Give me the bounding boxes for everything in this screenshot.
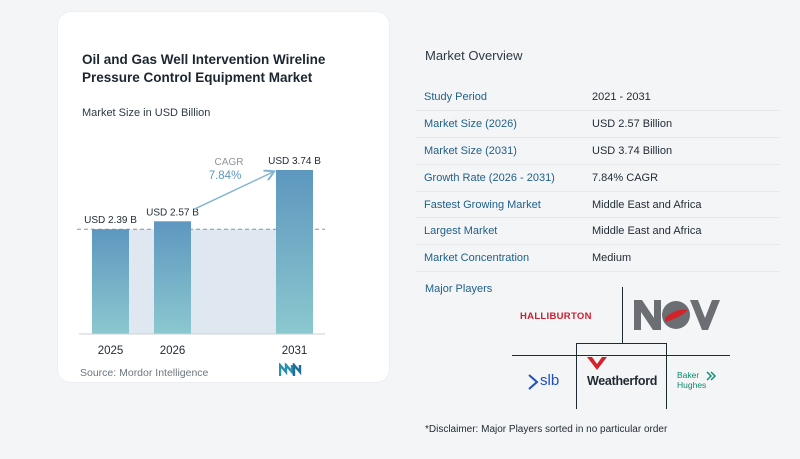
halliburton-logo: HALLIBURTON [520,311,592,322]
overview-value: Middle East and Africa [586,191,780,219]
disclaimer-text: *Disclaimer: Major Players sorted in no … [425,424,668,435]
chart-title: Oil and Gas Well Intervention Wireline P… [82,52,326,85]
slb-logo: slb [527,372,573,392]
overview-row: Growth Rate (2026 - 2031) 7.84% CAGR [416,164,780,192]
slb-text: slb [540,372,560,389]
overview-key: Study Period [416,84,586,112]
bar [154,221,191,334]
hughes-text: Hughes [677,380,707,390]
overview-value: USD 2.57 Billion [586,110,780,139]
overview-table: Study Period 2021 - 2031 Market Size (202… [416,84,780,273]
overview-value: Medium [586,244,780,273]
overview-key: Growth Rate (2026 - 2031) [416,164,586,192]
reference-band [129,229,276,334]
nov-logo-icon [634,300,720,330]
cagr-arrow [193,172,273,210]
overview-value: USD 3.74 Billion [586,137,780,165]
bar-chart: USD 2.39 B 2025 USD 2.57 B 2026 USD 3.74 B 20… [77,156,325,357]
overview-title: Market Overview [425,48,523,63]
overview-key: Market Size (2026) [416,110,586,139]
source-text: Source: Mordor Intelligence [80,367,209,379]
x-tick-label: 2031 [282,345,308,357]
weatherford-mark-icon [587,357,607,370]
overview-row: Fastest Growing Market Middle East and Af… [416,191,780,219]
overview-key: Market Concentration [416,244,586,273]
bar [92,229,129,334]
bar-data-label: USD 2.39 B [84,215,137,226]
grid-divider [666,343,667,409]
overview-row: Market Concentration Medium [416,244,780,273]
x-tick-label: 2025 [98,345,124,357]
x-tick-label: 2026 [160,345,186,357]
overview-value: 2021 - 2031 [586,84,780,112]
overview-value: Middle East and Africa [586,217,780,246]
weatherford-logo: Weatherford [584,352,662,394]
weatherford-text: Weatherford [587,374,658,388]
cagr-value: 7.84% [209,170,242,182]
overview-row: Study Period 2021 - 2031 [416,84,780,112]
bar-data-label: USD 2.57 B [146,207,199,218]
bar-data-label: USD 3.74 B [268,156,321,167]
grid-divider [576,343,577,409]
cagr-label: CAGR [215,157,244,168]
overview-row: Market Size (2031) USD 3.74 Billion [416,137,780,165]
major-players-label: Major Players [425,283,493,295]
grid-divider [622,287,623,343]
grid-divider [512,355,730,356]
overview-key: Market Size (2031) [416,137,586,165]
grid-divider [576,343,667,344]
bar [276,170,313,334]
nov-logo [632,296,722,334]
mordor-logo-icon [279,363,302,376]
overview-key: Fastest Growing Market [416,191,586,219]
overview-row: Largest Market Middle East and Africa [416,217,780,246]
slb-mark-icon [528,374,539,390]
overview-key: Largest Market [416,217,586,246]
baker-hughes-mark-icon [706,371,716,381]
baker-text: Baker [677,370,700,380]
baker-hughes-logo: Baker Hughes [677,370,727,398]
chart-subtitle: Market Size in USD Billion [82,107,211,119]
overview-row: Market Size (2026) USD 2.57 Billion [416,110,780,139]
overview-value: 7.84% CAGR [586,164,780,192]
